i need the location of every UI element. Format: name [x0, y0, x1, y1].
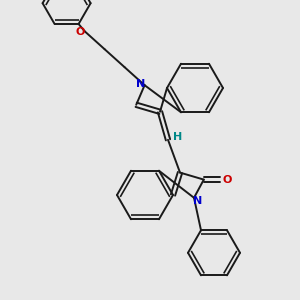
- Text: O: O: [222, 175, 232, 184]
- Text: N: N: [136, 79, 145, 89]
- Text: H: H: [173, 132, 183, 142]
- Text: O: O: [76, 27, 85, 37]
- Text: N: N: [194, 196, 202, 206]
